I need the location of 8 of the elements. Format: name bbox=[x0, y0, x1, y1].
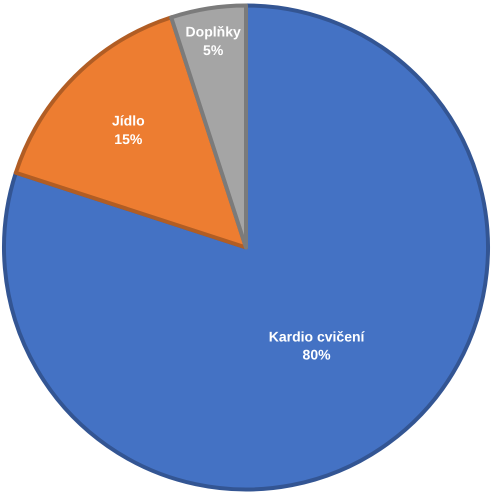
slice-label: Doplňky bbox=[186, 24, 241, 40]
slice-label: Kardio cvičení bbox=[268, 328, 366, 344]
pie-slice bbox=[2, 4, 490, 492]
data-label: 80% bbox=[302, 346, 332, 362]
pie-slice bbox=[169, 4, 248, 250]
slice-label: Jídlo bbox=[112, 112, 145, 129]
data-label: 5% bbox=[203, 42, 224, 58]
data-label: 15% bbox=[114, 130, 143, 147]
